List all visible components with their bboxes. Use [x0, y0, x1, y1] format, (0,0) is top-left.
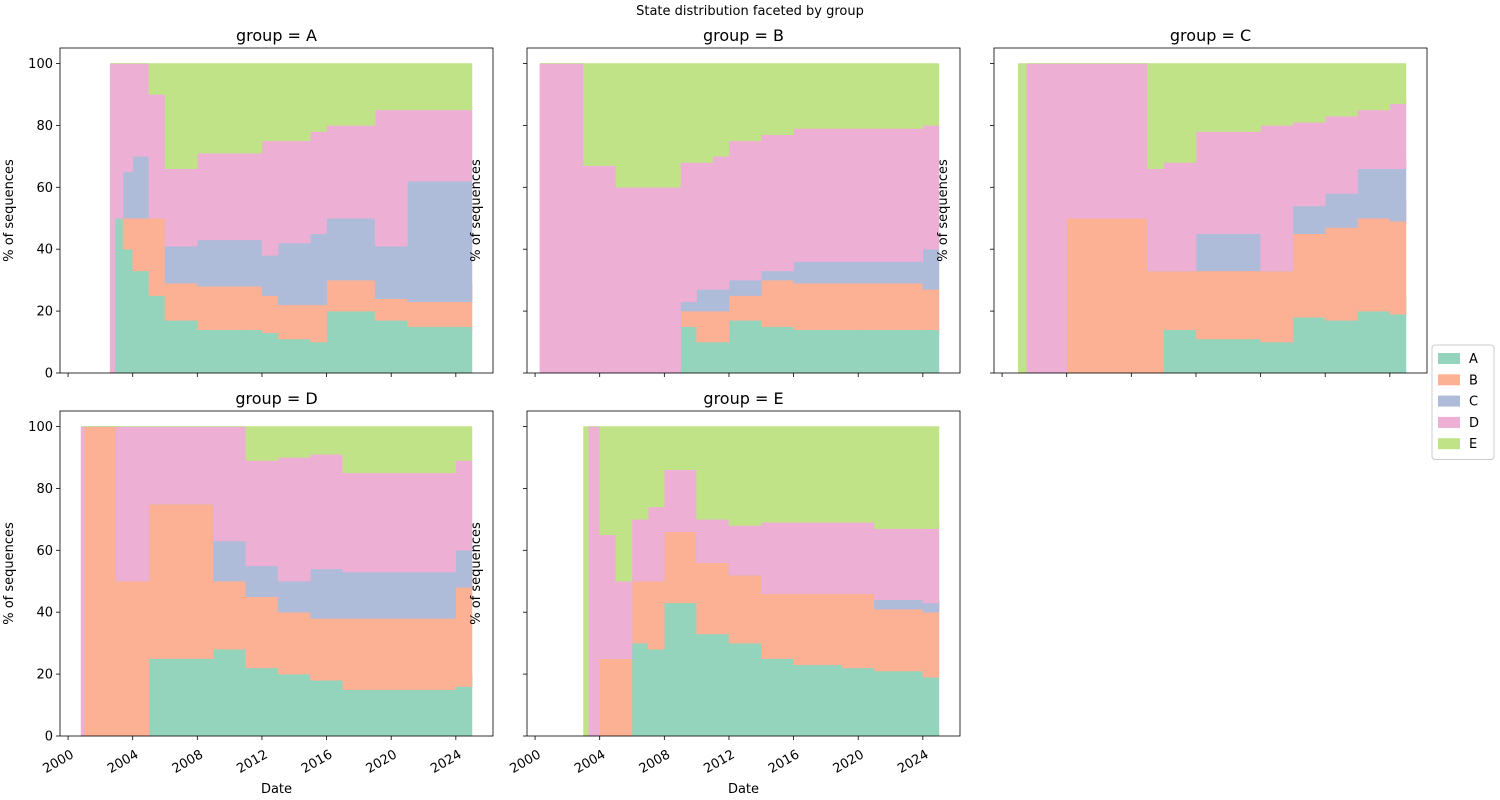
y-axis-label: % of sequences	[2, 522, 17, 625]
axes-frame	[526, 47, 961, 374]
y-axis-label: % of sequences	[469, 159, 484, 262]
y-tick-label: 60	[36, 544, 53, 559]
legend-swatch-B	[1438, 374, 1460, 386]
y-tick-label: 0	[45, 367, 53, 382]
area-E	[583, 426, 940, 737]
legend-label-B: B	[1469, 373, 1478, 388]
axes-frame	[993, 47, 1428, 374]
x-axis-label: Date	[261, 782, 292, 797]
facet-title: group = C	[1170, 26, 1251, 45]
y-tick-label: 40	[36, 243, 53, 258]
area-E	[539, 63, 940, 188]
area-E	[110, 63, 473, 169]
legend-swatch-D	[1438, 416, 1460, 428]
area-E	[1017, 63, 1407, 374]
legend-box	[1431, 344, 1495, 460]
facet-panel-1: group = B % of sequences	[469, 26, 961, 377]
legend-label-D: D	[1469, 416, 1479, 431]
y-tick-label: 20	[36, 305, 53, 320]
facet-title: group = D	[235, 389, 317, 408]
facet-panel-2: group = C % of sequences	[936, 26, 1428, 377]
y-tick-label: 20	[36, 668, 53, 683]
axes-frame	[526, 410, 961, 737]
figure-suptitle: State distribution faceted by group	[636, 4, 864, 19]
legend-label-A: A	[1469, 352, 1478, 367]
y-tick-label: 100	[28, 57, 53, 72]
y-tick-label: 80	[36, 482, 53, 497]
y-axis-label: % of sequences	[469, 522, 484, 625]
facet-title: group = E	[703, 389, 783, 408]
legend-label-E: E	[1469, 437, 1477, 452]
y-axis-label: % of sequences	[2, 159, 17, 262]
y-axis-label: % of sequences	[936, 159, 951, 262]
y-tick-label: 40	[36, 606, 53, 621]
x-axis-label: Date	[728, 782, 759, 797]
facet-title: group = A	[236, 26, 317, 45]
y-tick-label: 60	[36, 181, 53, 196]
axes-frame	[59, 410, 494, 737]
legend-swatch-E	[1438, 438, 1460, 450]
axes-frame	[59, 47, 494, 374]
area-E	[81, 426, 473, 474]
y-tick-label: 100	[28, 420, 53, 435]
legend-label-C: C	[1469, 395, 1478, 410]
legend-swatch-A	[1438, 353, 1460, 364]
facet-panel-0: group = A 0 20 40 60 80 100 % of sequences	[2, 26, 494, 382]
y-tick-label: 0	[45, 730, 53, 745]
y-tick-label: 80	[36, 119, 53, 134]
facet-title: group = B	[703, 26, 784, 45]
legend-swatch-C	[1438, 395, 1460, 407]
